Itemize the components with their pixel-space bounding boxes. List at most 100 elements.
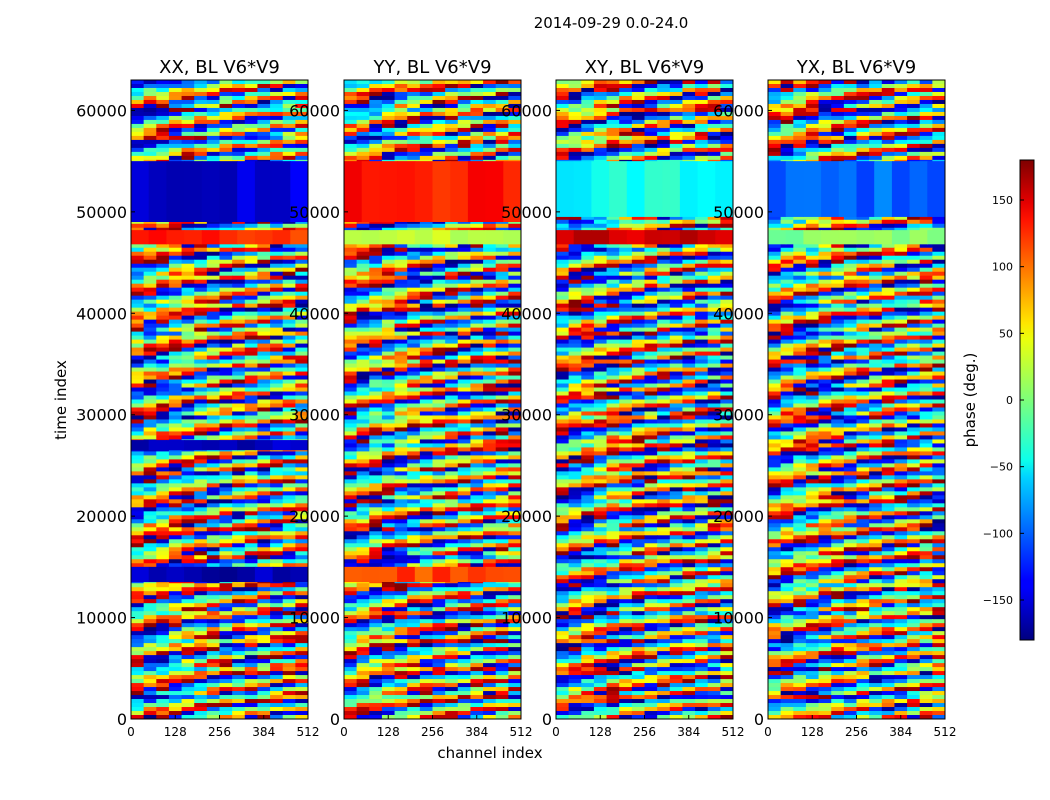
heatmap-cell — [356, 479, 370, 484]
heatmap-cell — [457, 699, 472, 704]
heatmap-cell — [257, 467, 271, 472]
heatmap-cell — [156, 259, 170, 265]
heatmap-cell — [143, 499, 157, 504]
heatmap-cell — [495, 375, 509, 381]
heatmap-cell — [219, 599, 233, 604]
heatmap-cell — [381, 371, 396, 377]
heatmap-cell — [508, 527, 521, 532]
heatmap-cell — [470, 647, 484, 652]
heatmap-cell — [432, 403, 446, 409]
heatmap-cell — [206, 279, 221, 285]
heatmap-cell — [143, 507, 157, 512]
heatmap-cell — [143, 303, 157, 309]
heatmap-cell — [219, 451, 233, 457]
heatmap-cell — [356, 459, 370, 464]
heatmap-cell — [457, 267, 472, 273]
heatmap-cell — [483, 403, 497, 409]
heatmap-cell — [470, 299, 484, 305]
heatmap-cell — [631, 147, 646, 153]
heatmap-cell — [419, 275, 434, 281]
heatmap-cell — [156, 599, 170, 604]
heatmap-cell — [344, 531, 358, 536]
heatmap-cell — [394, 499, 408, 504]
heatmap-cell — [282, 455, 296, 461]
heatmap-cell — [483, 151, 497, 157]
heatmap-cell — [194, 659, 208, 664]
heatmap-cell — [219, 495, 233, 500]
heatmap-cell — [344, 251, 358, 257]
heatmap-cell — [381, 343, 396, 349]
heatmap-cell — [206, 655, 221, 660]
heatmap-cell — [445, 563, 459, 568]
heatmap-cell — [181, 687, 195, 692]
heatmap-cell — [257, 307, 271, 313]
phase-band — [290, 440, 308, 451]
heatmap-cell — [295, 591, 308, 596]
heatmap-cell — [344, 363, 358, 369]
heatmap-cell — [495, 271, 509, 277]
phase-band — [414, 566, 434, 583]
heatmap-cell — [381, 135, 396, 141]
heatmap-cell — [457, 559, 472, 564]
heatmap-cell — [419, 423, 434, 429]
heatmap-cell — [457, 487, 472, 492]
heatmap-cell — [669, 87, 684, 93]
heatmap-cell — [131, 339, 145, 345]
heatmap-cell — [219, 251, 233, 257]
heatmap-cell — [219, 595, 233, 600]
heatmap-cell — [432, 443, 446, 449]
heatmap-cell — [143, 435, 157, 441]
heatmap-cell — [344, 675, 358, 680]
heatmap-cell — [143, 627, 157, 632]
heatmap-cell — [381, 471, 396, 476]
heatmap-cell — [720, 111, 733, 117]
heatmap-cell — [131, 515, 145, 520]
heatmap-cell — [206, 83, 221, 89]
heatmap-cell — [181, 627, 195, 632]
heatmap-cell — [270, 663, 284, 668]
heatmap-cell — [369, 655, 383, 660]
heatmap-cell — [168, 539, 183, 544]
heatmap-cell — [407, 651, 421, 656]
heatmap-cell — [369, 111, 383, 117]
heatmap-cell — [445, 307, 459, 313]
heatmap-cell — [244, 711, 259, 716]
heatmap-cell — [257, 647, 271, 652]
heatmap-cell — [457, 155, 472, 161]
heatmap-cell — [181, 315, 195, 321]
heatmap-cell — [244, 583, 259, 588]
heatmap-cell — [232, 583, 246, 588]
heatmap-cell — [257, 359, 271, 365]
heatmap-cell — [593, 80, 608, 85]
heatmap-cell — [445, 523, 459, 528]
heatmap-cell — [407, 279, 421, 285]
heatmap-cell — [457, 551, 472, 556]
heatmap-cell — [181, 483, 195, 488]
heatmap-cell — [606, 111, 620, 117]
heatmap-cell — [381, 487, 396, 492]
heatmap-cell — [631, 103, 646, 109]
heatmap-cell — [369, 639, 383, 644]
heatmap-cell — [257, 387, 271, 393]
heatmap-cell — [470, 479, 484, 484]
heatmap-cell — [445, 107, 459, 113]
heatmap-cell — [394, 335, 408, 341]
heatmap-cell — [270, 219, 284, 225]
heatmap-cell — [381, 87, 396, 93]
heatmap-cell — [581, 123, 595, 129]
heatmap-cell — [181, 363, 195, 369]
heatmap-cell — [495, 319, 509, 325]
heatmap-cell — [344, 495, 358, 500]
heatmap-cell — [432, 651, 446, 656]
heatmap-cell — [419, 367, 434, 373]
heatmap-cell — [219, 151, 233, 157]
heatmap-cell — [682, 95, 696, 101]
heatmap-cell — [143, 147, 157, 153]
heatmap-cell — [495, 99, 509, 105]
heatmap-cell — [282, 283, 296, 289]
heatmap-cell — [143, 395, 157, 401]
heatmap-cell — [394, 547, 408, 552]
heatmap-cell — [356, 447, 370, 453]
heatmap-cell — [470, 603, 484, 608]
heatmap-cell — [394, 535, 408, 540]
